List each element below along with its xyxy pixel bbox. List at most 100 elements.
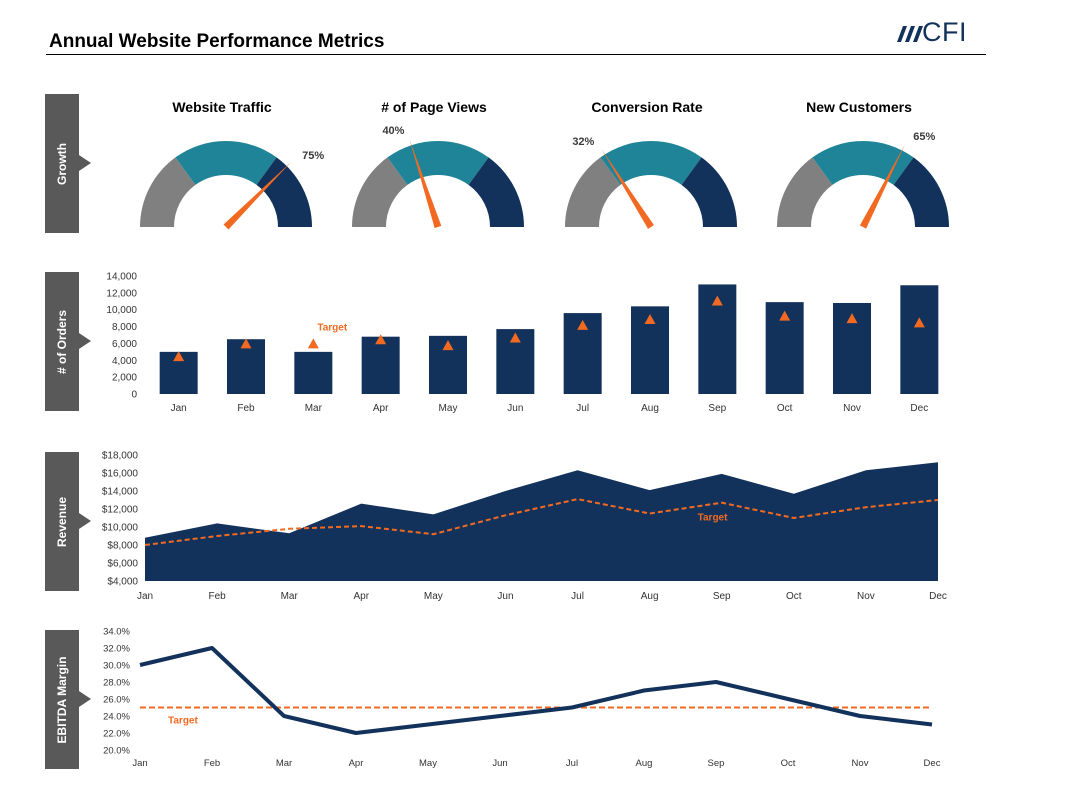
section-label-ebitda: EBITDA Margin [55, 656, 69, 743]
revenue-ytick-label: $18,000 [102, 451, 139, 462]
orders-bar [900, 285, 939, 394]
section-label-revenue: Revenue [55, 496, 69, 547]
gauge-value-label: 32% [572, 136, 594, 148]
ebitda-ytick-label: 20.0% [103, 746, 130, 757]
ebitda-ytick-label: 34.0% [103, 627, 130, 638]
gauge-segment-high [893, 157, 949, 227]
orders-xtick-label: Apr [373, 403, 389, 414]
section-tab-growth: Growth [45, 94, 91, 233]
section-tab-revenue: Revenue [45, 452, 91, 591]
ebitda-ytick-label: 30.0% [103, 661, 130, 672]
orders-target-annotation: Target [317, 322, 347, 333]
orders-xtick-label: Jun [507, 403, 523, 414]
orders-target-marker [913, 317, 925, 328]
orders-bar [429, 335, 467, 394]
ebitda-xtick-label: Jun [492, 758, 507, 769]
orders-bar [563, 313, 602, 394]
orders-bar [496, 329, 535, 394]
revenue-area-series [145, 462, 938, 581]
section-tab-orders: # of Orders [45, 272, 91, 411]
revenue-ytick-label: $6,000 [107, 559, 138, 570]
orders-ytick-label: 10,000 [106, 305, 137, 316]
ebitda-xtick-label: Apr [349, 758, 364, 769]
revenue-xtick-label: Jun [497, 591, 513, 602]
gauge-segment-low [140, 157, 196, 227]
orders-xtick-label: Nov [843, 403, 861, 414]
revenue-target-line [144, 498, 939, 546]
section-label-growth: Growth [55, 142, 69, 185]
gauge-segment-high [681, 157, 737, 227]
revenue-xtick-label: May [424, 591, 443, 602]
title-divider [46, 54, 986, 55]
orders-xtick-label: Feb [237, 403, 255, 414]
revenue-xtick-label: Feb [208, 591, 226, 602]
logo-mark-icon [897, 26, 923, 42]
ebitda-xtick-label: Feb [204, 758, 220, 769]
orders-ytick-label: 8,000 [112, 322, 137, 333]
orders-ytick-label: 4,000 [112, 356, 137, 367]
gauge-value-label: 75% [302, 150, 324, 162]
orders-ytick-label: 6,000 [112, 339, 137, 350]
ebitda-ytick-label: 24.0% [103, 712, 130, 723]
orders-xtick-label: Oct [777, 403, 793, 414]
gauge-title-website-traffic: Website Traffic [172, 99, 272, 115]
gauge-needle [223, 161, 292, 230]
orders-target-marker [644, 313, 656, 324]
revenue-xtick-label: Mar [281, 591, 299, 602]
orders-target-marker [509, 332, 521, 343]
revenue-ytick-label: $10,000 [102, 523, 139, 534]
ebitda-xtick-label: Nov [852, 758, 869, 769]
gauge-page-views: 40% [352, 125, 524, 229]
orders-xtick-label: Aug [641, 403, 659, 414]
orders-bar [159, 351, 198, 394]
gauge-needle [859, 145, 905, 229]
orders-target-marker [711, 295, 723, 306]
orders-xtick-label: May [439, 403, 458, 414]
revenue-xtick-label: Sep [713, 591, 731, 602]
gauge-segment-high [468, 157, 524, 227]
gauge-conversion-rate: 32% [565, 136, 737, 229]
ebitda-xtick-label: Dec [924, 758, 941, 769]
gauge-segment-mid [812, 141, 914, 185]
cfi-logo: CFI [895, 17, 975, 48]
ebitda-target-annotation: Target [168, 716, 198, 727]
orders-bar [765, 302, 804, 394]
orders-ytick-label: 14,000 [106, 272, 137, 283]
revenue-target-annotation: Target [698, 513, 728, 524]
ebitda-xtick-label: Jul [566, 758, 578, 769]
gauge-title-page-views: # of Page Views [381, 99, 487, 115]
gauge-title-new-customers: New Customers [806, 99, 912, 115]
orders-bar [294, 351, 333, 394]
revenue-xtick-label: Nov [857, 591, 875, 602]
revenue-ytick-label: $12,000 [102, 505, 139, 516]
ebitda-ytick-label: 28.0% [103, 678, 130, 689]
logo-text: CFI [922, 17, 967, 47]
orders-ytick-label: 12,000 [106, 288, 137, 299]
orders-xtick-label: Mar [305, 403, 323, 414]
section-tab-ebitda: EBITDA Margin [45, 630, 91, 769]
gauge-segment-mid [600, 141, 702, 185]
section-label-orders: # of Orders [55, 309, 69, 374]
ebitda-ytick-label: 22.0% [103, 729, 130, 740]
orders-xtick-label: Jan [171, 403, 187, 414]
gauge-needle [601, 149, 654, 229]
gauge-segment-high [256, 157, 312, 227]
orders-target-marker [240, 338, 252, 349]
ebitda-xtick-label: Mar [276, 758, 292, 769]
revenue-ytick-label: $16,000 [102, 469, 139, 480]
ebitda-ytick-label: 32.0% [103, 644, 130, 655]
orders-xtick-label: Sep [708, 403, 726, 414]
gauge-new-customers: 65% [777, 131, 949, 229]
orders-bar [631, 306, 669, 394]
orders-target-marker [577, 319, 589, 330]
ebitda-xtick-label: Oct [781, 758, 796, 769]
ebitda-xtick-label: Jan [132, 758, 147, 769]
orders-xtick-label: Dec [910, 403, 928, 414]
revenue-ytick-label: $4,000 [107, 577, 138, 588]
orders-target-marker [375, 334, 387, 345]
orders-target-marker [442, 340, 454, 351]
orders-bar [361, 336, 400, 394]
ebitda-xtick-label: Sep [708, 758, 725, 769]
gauge-segment-low [565, 157, 621, 227]
